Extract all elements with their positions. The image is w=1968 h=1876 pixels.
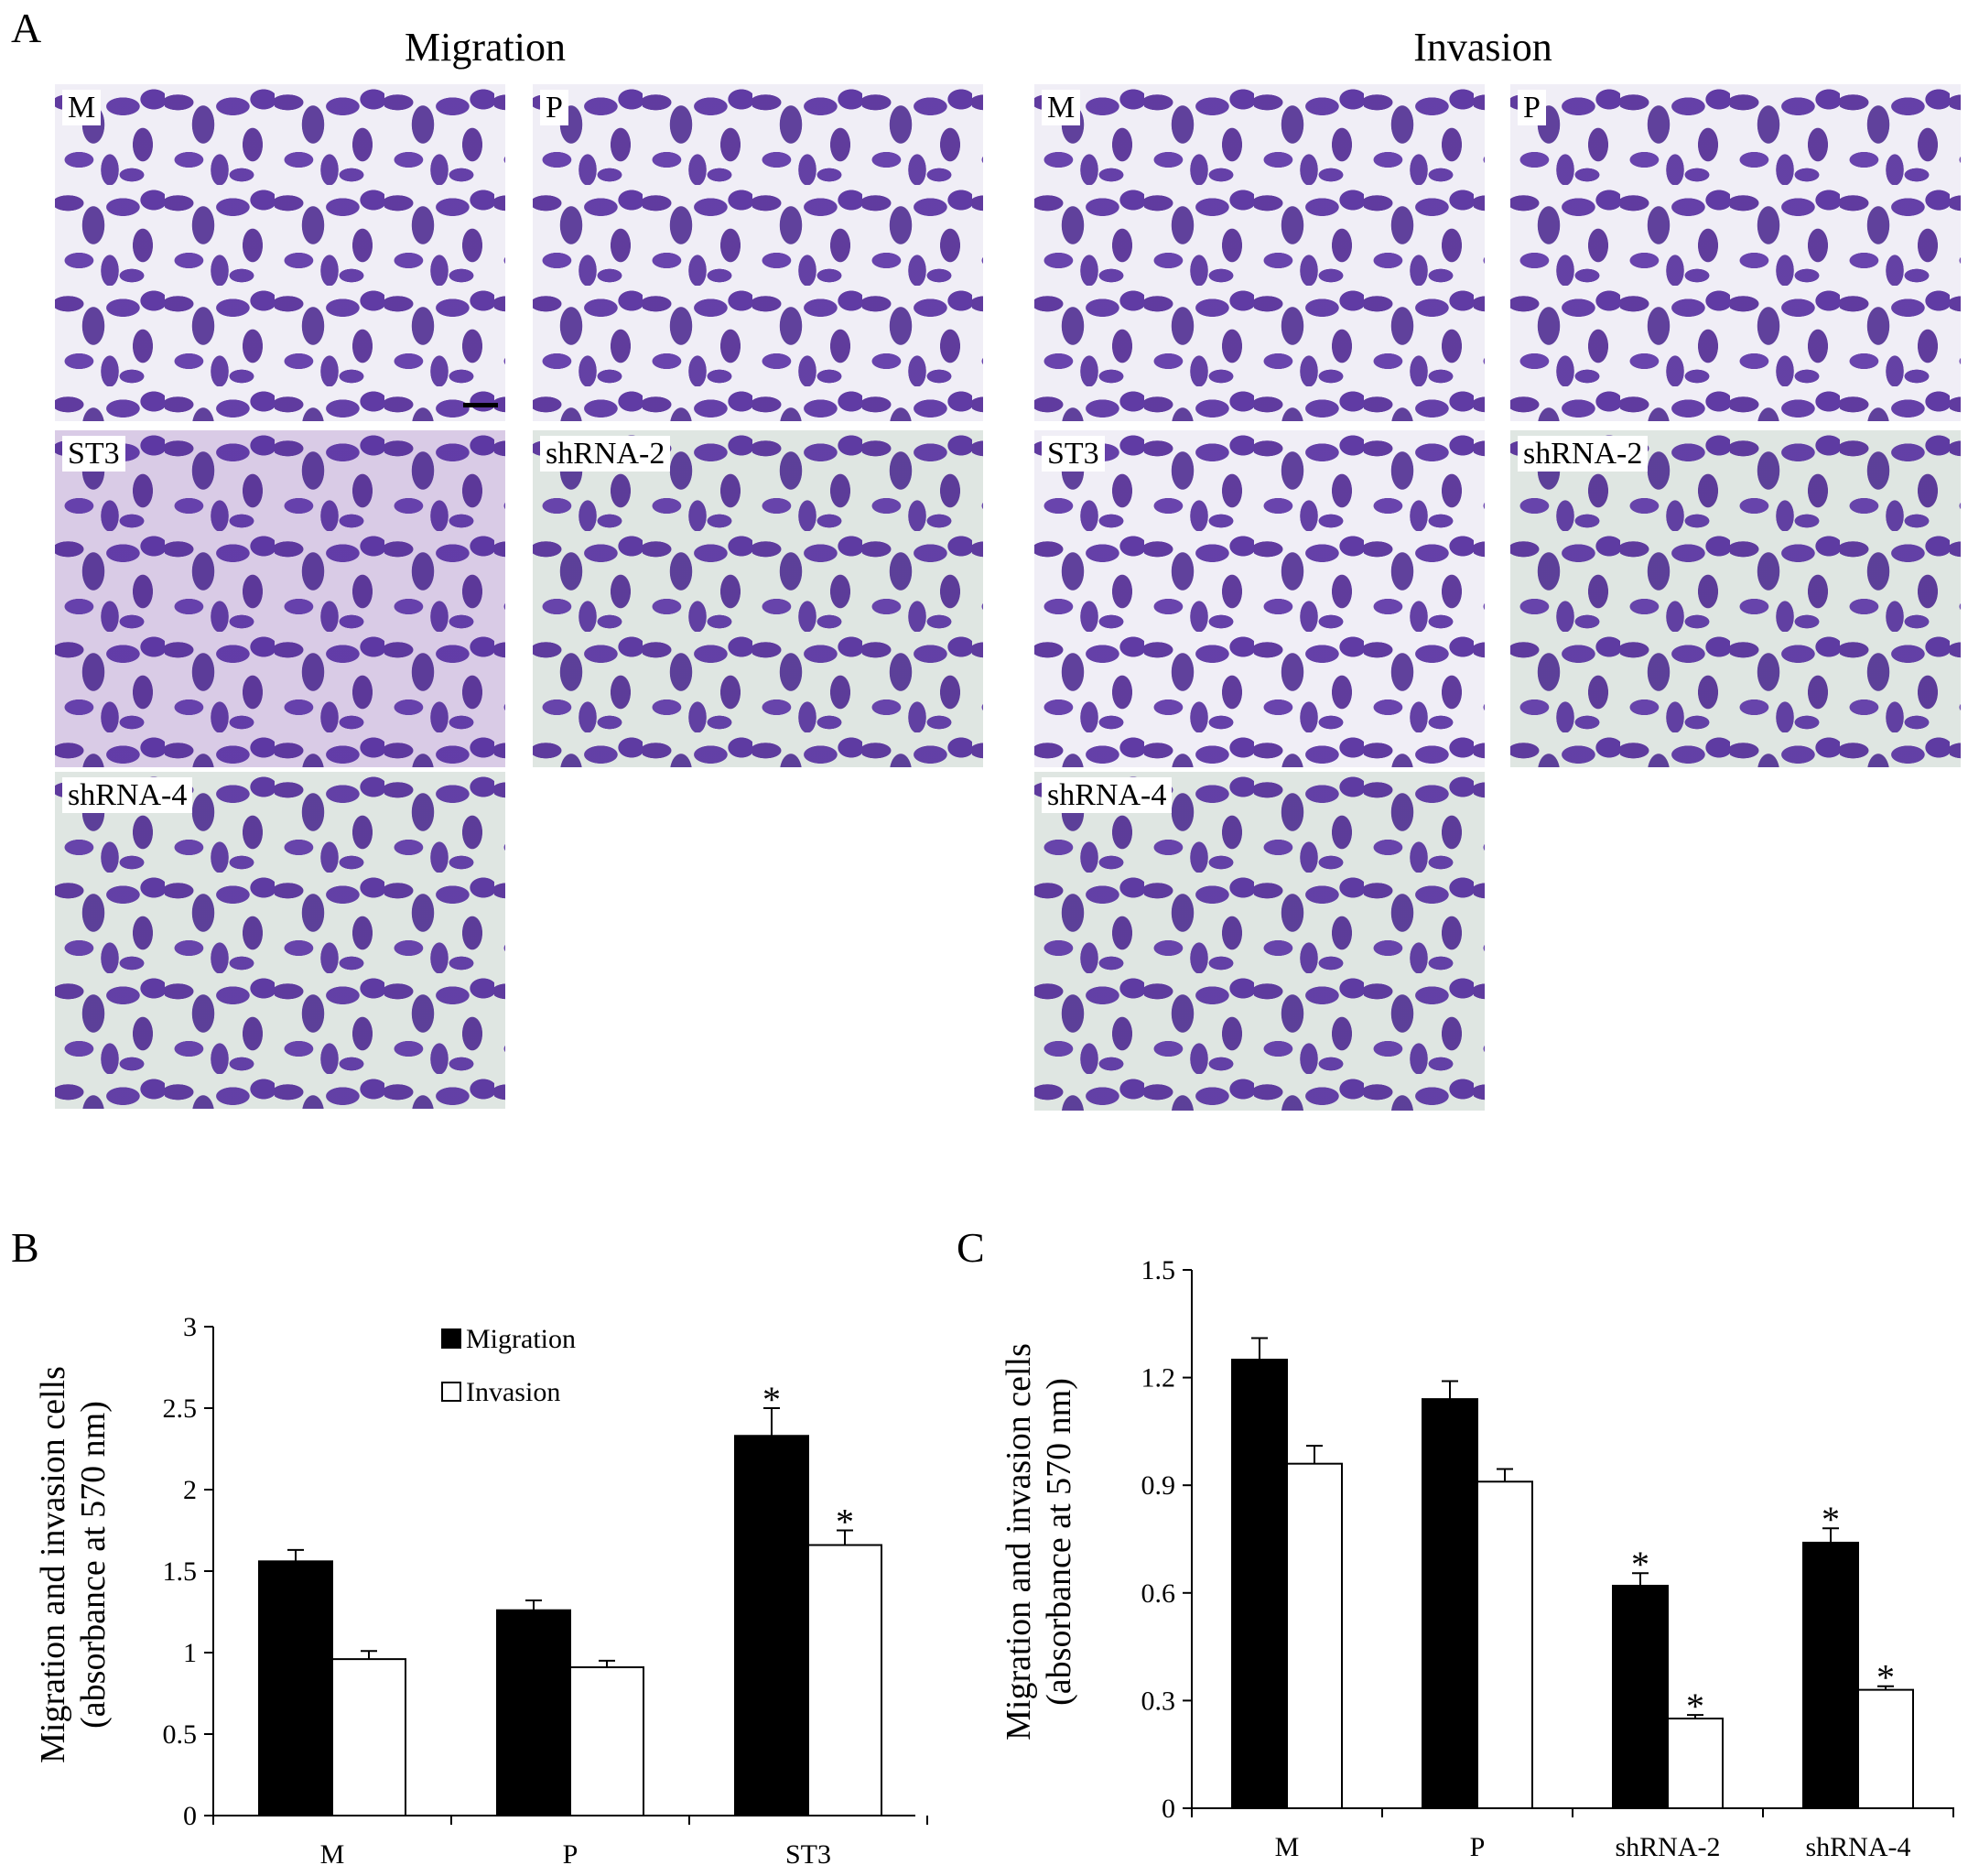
invasion-micrograph-label: shRNA-4 — [1042, 777, 1173, 814]
significance-star: * — [1876, 1657, 1895, 1698]
y-tick-label: 3 — [183, 1312, 197, 1342]
significance-star: * — [1631, 1544, 1649, 1585]
invasion-micrograph-shrna-2: shRNA-2 — [1510, 430, 1961, 767]
x-tick-label: M — [1275, 1832, 1300, 1862]
migration-micrograph-st3: ST3 — [55, 430, 505, 767]
y-tick-label: 1.5 — [163, 1556, 198, 1587]
migration-micrograph-label: ST3 — [62, 436, 125, 472]
y-tick-label: 1.5 — [1141, 1255, 1176, 1285]
migration-bar — [1231, 1359, 1288, 1809]
legend-label-invasion: Invasion — [466, 1377, 560, 1407]
invasion-micrograph-shrna-4: shRNA-4 — [1034, 772, 1485, 1111]
invasion-bar — [331, 1658, 406, 1816]
invasion-bar — [1286, 1462, 1343, 1809]
x-tick-label: P — [563, 1839, 579, 1870]
migration-bar — [258, 1560, 333, 1816]
invasion-micrograph-label: shRNA-2 — [1518, 436, 1649, 472]
x-tick-label: P — [1470, 1832, 1486, 1862]
migration-bar — [1612, 1584, 1669, 1809]
migration-micrograph-label: M — [62, 90, 102, 126]
y-axis-label-line2: (absorbance at 570 nm) — [74, 1401, 113, 1729]
invasion-micrograph-label: P — [1518, 90, 1546, 126]
y-tick-label: 1 — [183, 1638, 197, 1668]
y-tick-label: 0 — [1162, 1794, 1175, 1824]
invasion-bar — [569, 1666, 644, 1816]
migration-micrograph-shrna-2: shRNA-2 — [533, 430, 983, 767]
y-tick-label: 0.5 — [163, 1719, 198, 1750]
invasion-title: Invasion — [1413, 25, 1552, 70]
migration-title: Migration — [405, 25, 566, 70]
panel-b-letter: B — [11, 1224, 39, 1271]
migration-bar — [734, 1435, 809, 1816]
migration-bar — [496, 1609, 571, 1816]
invasion-bar — [1476, 1480, 1533, 1809]
y-axis-label: Migration and invasion cells(absorbance … — [34, 1366, 113, 1763]
y-tick-label: 1.2 — [1141, 1363, 1176, 1393]
y-axis-label-line2: (absorbance at 570 nm) — [1040, 1378, 1078, 1706]
y-axis-label-line1: Migration and invasion cells — [1000, 1343, 1038, 1740]
panel-a-letter: A — [11, 5, 42, 51]
y-tick-label: 0.9 — [1141, 1470, 1176, 1501]
migration-micrograph-label: shRNA-4 — [62, 777, 193, 814]
significance-star: * — [762, 1379, 781, 1420]
invasion-micrograph-label: M — [1042, 90, 1081, 126]
y-axis-label-line1: Migration and invasion cells — [34, 1366, 72, 1763]
invasion-micrograph-m: M — [1034, 84, 1485, 421]
invasion-micrograph-label: ST3 — [1042, 436, 1105, 472]
x-tick-label: shRNA-2 — [1615, 1832, 1720, 1862]
y-tick-label: 2.5 — [163, 1393, 198, 1424]
invasion-bar — [1857, 1688, 1914, 1810]
migration-micrograph-label: shRNA-2 — [540, 436, 671, 472]
migration-micrograph-m: M — [55, 84, 505, 421]
chart-b: 0 0.5 1 1.5 2 2.5 3 M P ST3 * * Migration and invasi… — [34, 1312, 928, 1870]
invasion-bar — [1667, 1718, 1724, 1809]
significance-star: * — [1686, 1686, 1704, 1727]
significance-star: * — [1822, 1499, 1840, 1540]
legend-swatch-invasion — [441, 1382, 461, 1402]
legend-label-migration: Migration — [466, 1324, 576, 1354]
significance-star: * — [836, 1502, 854, 1543]
y-tick-label: 0.6 — [1141, 1578, 1176, 1609]
invasion-micrograph-st3: ST3 — [1034, 430, 1485, 767]
y-axis-label: Migration and invasion cells(absorbance … — [1000, 1343, 1078, 1740]
legend-swatch-migration — [441, 1328, 461, 1349]
invasion-micrograph-p: P — [1510, 84, 1961, 421]
x-tick-label: ST3 — [785, 1839, 831, 1870]
invasion-bar — [807, 1544, 882, 1816]
migration-micrograph-label: P — [540, 90, 568, 126]
y-tick-label: 2 — [183, 1475, 197, 1505]
migration-micrograph-shrna-4: shRNA-4 — [55, 772, 505, 1109]
y-tick-label: 0 — [183, 1801, 197, 1831]
x-tick-label: M — [320, 1839, 345, 1870]
migration-micrograph-p: P — [533, 84, 983, 421]
y-tick-label: 0.3 — [1141, 1686, 1176, 1716]
x-tick-label: shRNA-4 — [1805, 1832, 1910, 1862]
migration-bar — [1802, 1541, 1859, 1809]
panel-c-letter: C — [957, 1224, 985, 1271]
scale-bar — [463, 403, 498, 407]
migration-bar — [1422, 1398, 1478, 1809]
